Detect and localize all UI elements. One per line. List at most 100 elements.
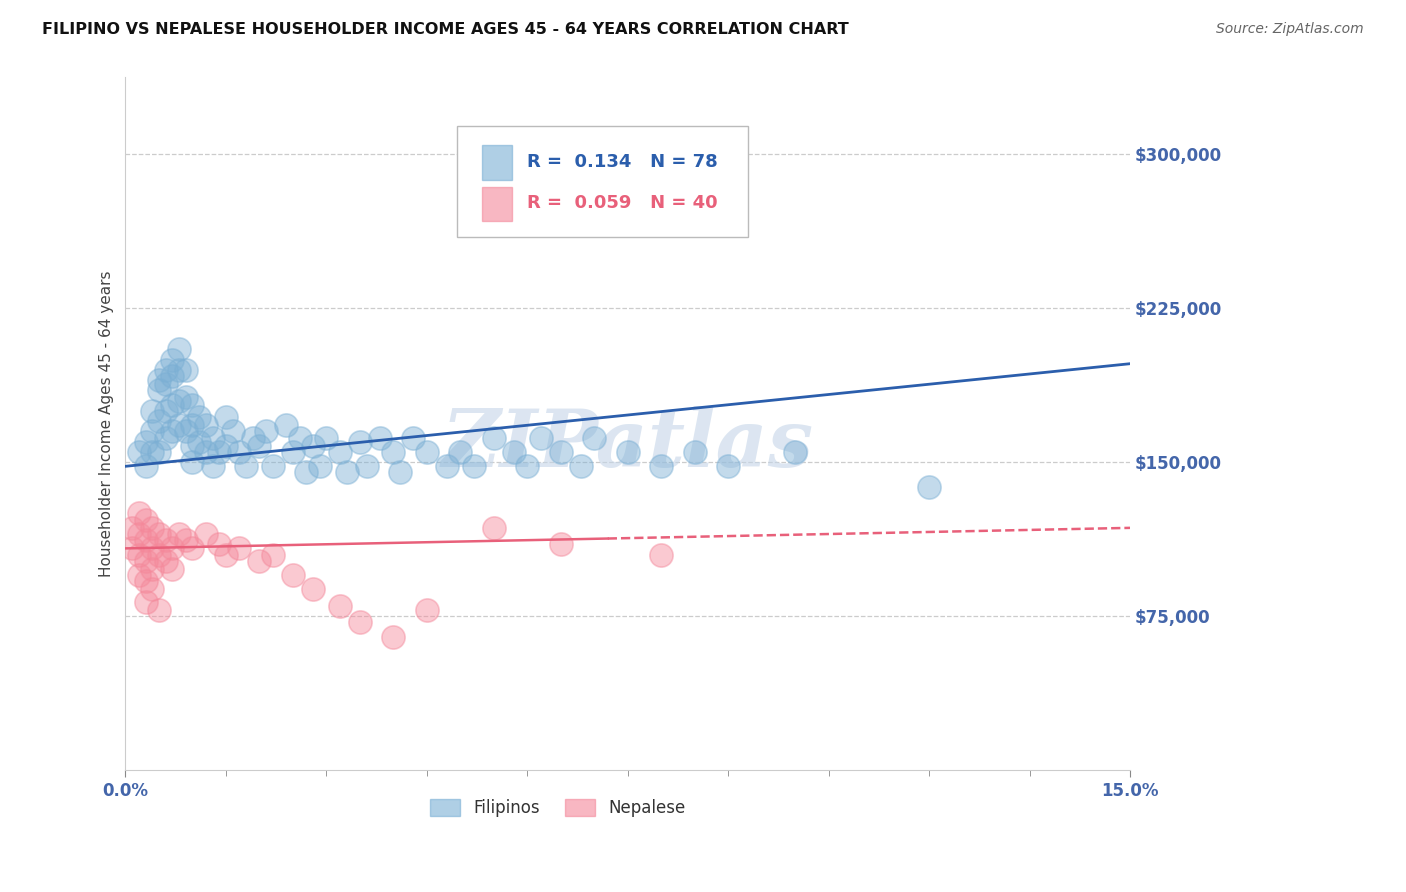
Text: R =  0.134   N = 78: R = 0.134 N = 78 — [527, 153, 718, 171]
Point — [181, 541, 204, 556]
Point — [155, 404, 177, 418]
Point — [121, 521, 143, 535]
Point — [389, 466, 412, 480]
Point — [482, 521, 505, 535]
Point — [135, 574, 157, 589]
Point — [302, 439, 325, 453]
Point — [329, 445, 352, 459]
Point — [402, 431, 425, 445]
Point — [162, 541, 184, 556]
Point — [128, 568, 150, 582]
Point — [315, 431, 337, 445]
Point — [349, 615, 371, 630]
Point — [416, 603, 439, 617]
Point — [463, 459, 485, 474]
Point — [174, 533, 197, 548]
Point — [335, 466, 357, 480]
Point — [162, 562, 184, 576]
Point — [650, 548, 672, 562]
Point — [276, 418, 298, 433]
Point — [650, 459, 672, 474]
Point — [141, 562, 163, 576]
Point — [128, 507, 150, 521]
Point — [167, 418, 190, 433]
Point — [155, 363, 177, 377]
Point — [174, 425, 197, 439]
Point — [295, 466, 318, 480]
Point — [228, 541, 250, 556]
Point — [436, 459, 458, 474]
Point — [194, 418, 217, 433]
Point — [128, 445, 150, 459]
Point — [249, 439, 271, 453]
Point — [167, 343, 190, 357]
Point — [167, 527, 190, 541]
Point — [141, 425, 163, 439]
Point — [382, 630, 405, 644]
Text: R =  0.059   N = 40: R = 0.059 N = 40 — [527, 194, 718, 212]
Point — [208, 445, 231, 459]
Point — [188, 434, 211, 449]
FancyBboxPatch shape — [482, 145, 512, 180]
Point — [288, 431, 311, 445]
Point — [281, 568, 304, 582]
Point — [262, 548, 284, 562]
Point — [155, 431, 177, 445]
Point — [148, 414, 170, 428]
Point — [617, 445, 640, 459]
Point — [349, 434, 371, 449]
Point — [530, 431, 553, 445]
Point — [162, 425, 184, 439]
Point — [174, 363, 197, 377]
Point — [242, 431, 264, 445]
Point — [141, 521, 163, 535]
Point — [167, 393, 190, 408]
Point — [382, 445, 405, 459]
Point — [162, 352, 184, 367]
Point — [329, 599, 352, 613]
Point — [135, 595, 157, 609]
Point — [550, 445, 572, 459]
Point — [148, 373, 170, 387]
Point — [135, 554, 157, 568]
Point — [717, 459, 740, 474]
FancyBboxPatch shape — [482, 186, 512, 221]
Point — [356, 459, 378, 474]
FancyBboxPatch shape — [457, 126, 748, 236]
Point — [482, 431, 505, 445]
Text: FILIPINO VS NEPALESE HOUSEHOLDER INCOME AGES 45 - 64 YEARS CORRELATION CHART: FILIPINO VS NEPALESE HOUSEHOLDER INCOME … — [42, 22, 849, 37]
Point — [215, 439, 238, 453]
Point — [249, 554, 271, 568]
Point — [148, 445, 170, 459]
Point — [155, 554, 177, 568]
Point — [135, 533, 157, 548]
Point — [194, 445, 217, 459]
Point — [221, 425, 243, 439]
Point — [194, 527, 217, 541]
Point — [135, 434, 157, 449]
Point — [181, 398, 204, 412]
Point — [368, 431, 391, 445]
Point — [128, 548, 150, 562]
Point — [215, 410, 238, 425]
Point — [215, 548, 238, 562]
Point — [167, 363, 190, 377]
Point — [155, 533, 177, 548]
Point — [262, 459, 284, 474]
Point — [148, 527, 170, 541]
Point — [302, 582, 325, 597]
Point — [141, 541, 163, 556]
Point — [148, 548, 170, 562]
Point — [503, 445, 526, 459]
Point — [416, 445, 439, 459]
Point — [155, 377, 177, 392]
Point — [162, 369, 184, 384]
Point — [141, 404, 163, 418]
Point — [181, 439, 204, 453]
Point — [135, 513, 157, 527]
Point — [254, 425, 277, 439]
Point — [516, 459, 538, 474]
Point — [141, 445, 163, 459]
Point — [308, 459, 330, 474]
Point — [141, 582, 163, 597]
